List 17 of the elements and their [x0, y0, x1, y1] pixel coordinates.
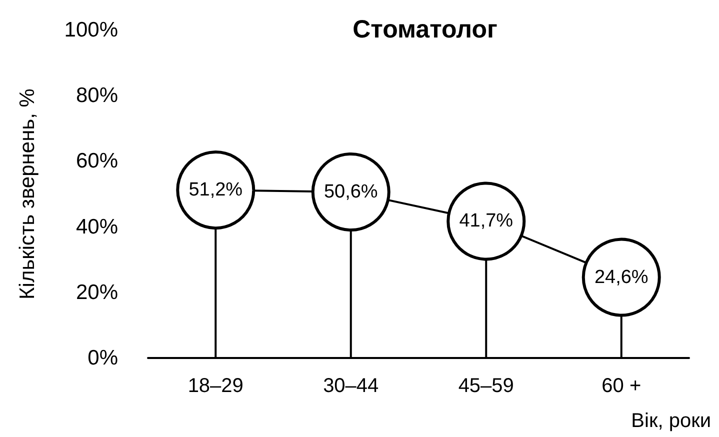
y-axis-title: Кількість звернень, %: [16, 88, 39, 300]
y-tick-label: 0%: [88, 346, 118, 370]
x-tick-label: 18–29: [188, 375, 244, 397]
x-axis-title: Вік, роки: [631, 410, 712, 432]
chart-title: Стоматолог: [352, 16, 498, 44]
y-tick-label: 20%: [76, 280, 118, 304]
y-tick-label: 60%: [76, 150, 118, 173]
data-label: 51,2%: [188, 180, 243, 201]
x-tick-label: 60 +: [602, 375, 642, 397]
x-tick-label: 30–44: [323, 375, 379, 397]
y-tick-label: 40%: [76, 215, 118, 238]
y-tick-label: 100%: [64, 18, 118, 42]
y-tick-label: 80%: [76, 84, 118, 108]
data-label: 24,6%: [594, 266, 648, 288]
data-label: 50,6%: [324, 182, 378, 203]
x-tick-label: 45–59: [458, 375, 514, 397]
data-label: 41,7%: [459, 210, 514, 232]
